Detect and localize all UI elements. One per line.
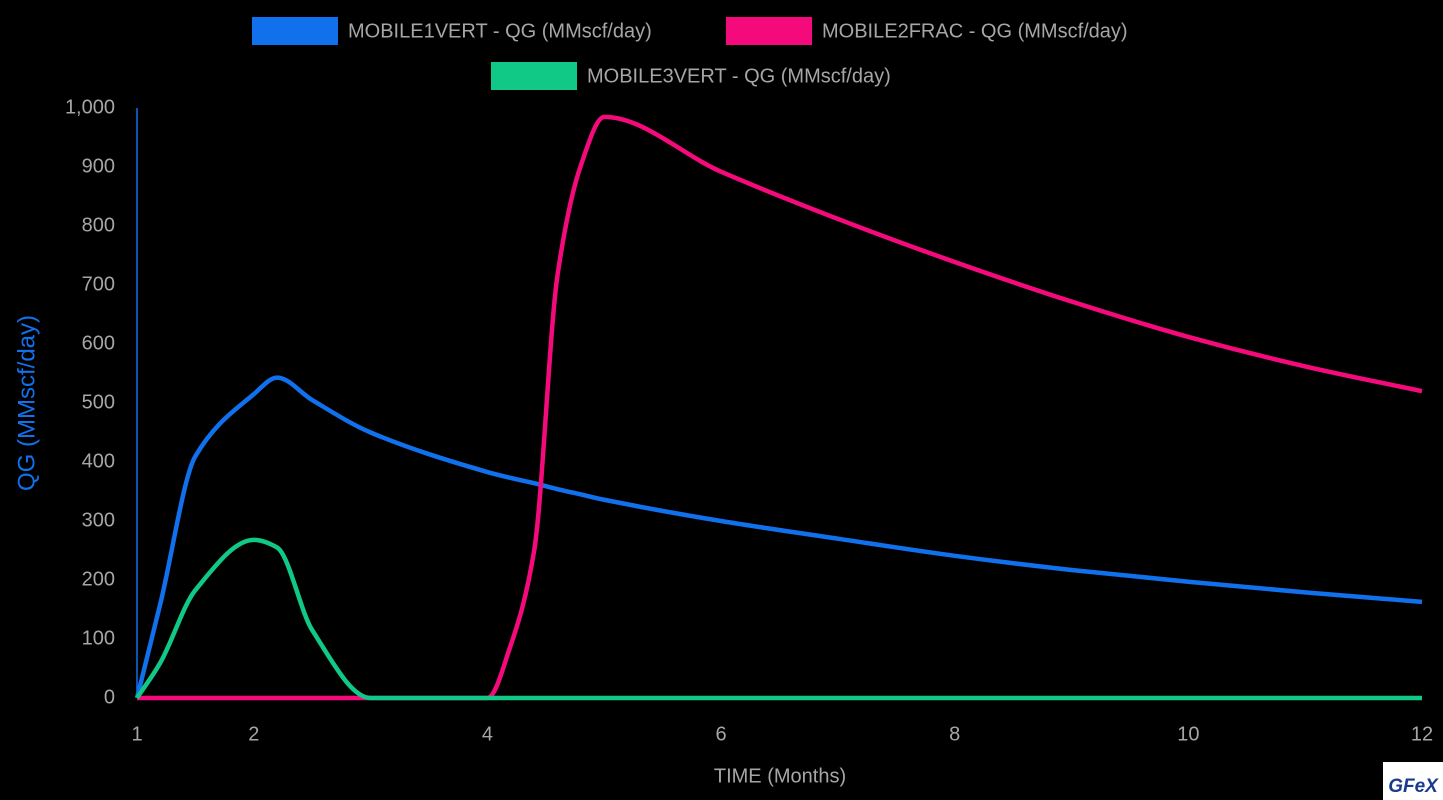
y-tick-label: 800 bbox=[82, 214, 115, 236]
legend-swatch bbox=[252, 17, 338, 45]
x-tick-label: 2 bbox=[248, 723, 259, 745]
y-axis-label: QG (MMscf/day) bbox=[13, 315, 40, 491]
x-axis-label: TIME (Months) bbox=[714, 765, 846, 787]
y-tick-label: 400 bbox=[82, 450, 115, 472]
x-tick-label: 6 bbox=[716, 723, 727, 745]
legend-label: MOBILE3VERT - QG (MMscf/day) bbox=[587, 65, 891, 87]
logo-box bbox=[1383, 762, 1443, 800]
legend-swatch bbox=[491, 62, 577, 90]
logo: GFeX bbox=[1388, 776, 1439, 797]
x-tick-label: 4 bbox=[482, 723, 493, 745]
y-tick-label: 0 bbox=[104, 686, 115, 708]
series-line bbox=[134, 375, 1423, 699]
y-tick-label: 1,000 bbox=[65, 96, 115, 118]
x-tick-label: 10 bbox=[1177, 723, 1199, 745]
y-tick-label: 200 bbox=[82, 568, 115, 590]
legend-swatch bbox=[726, 17, 812, 45]
y-tick-label: 500 bbox=[82, 391, 115, 413]
x-tick-label: 8 bbox=[949, 723, 960, 745]
y-tick-label: 300 bbox=[82, 509, 115, 531]
legend-label: MOBILE2FRAC - QG (MMscf/day) bbox=[822, 20, 1128, 42]
y-tick-label: 900 bbox=[82, 155, 115, 177]
series-line bbox=[135, 537, 1422, 701]
x-tick-label: 12 bbox=[1411, 723, 1433, 745]
series-line bbox=[137, 114, 1423, 701]
y-tick-label: 100 bbox=[82, 627, 115, 649]
x-tick-label: 1 bbox=[131, 723, 142, 745]
y-tick-label: 600 bbox=[82, 332, 115, 354]
y-tick-label: 700 bbox=[82, 273, 115, 295]
legend-label: MOBILE1VERT - QG (MMscf/day) bbox=[348, 20, 652, 42]
